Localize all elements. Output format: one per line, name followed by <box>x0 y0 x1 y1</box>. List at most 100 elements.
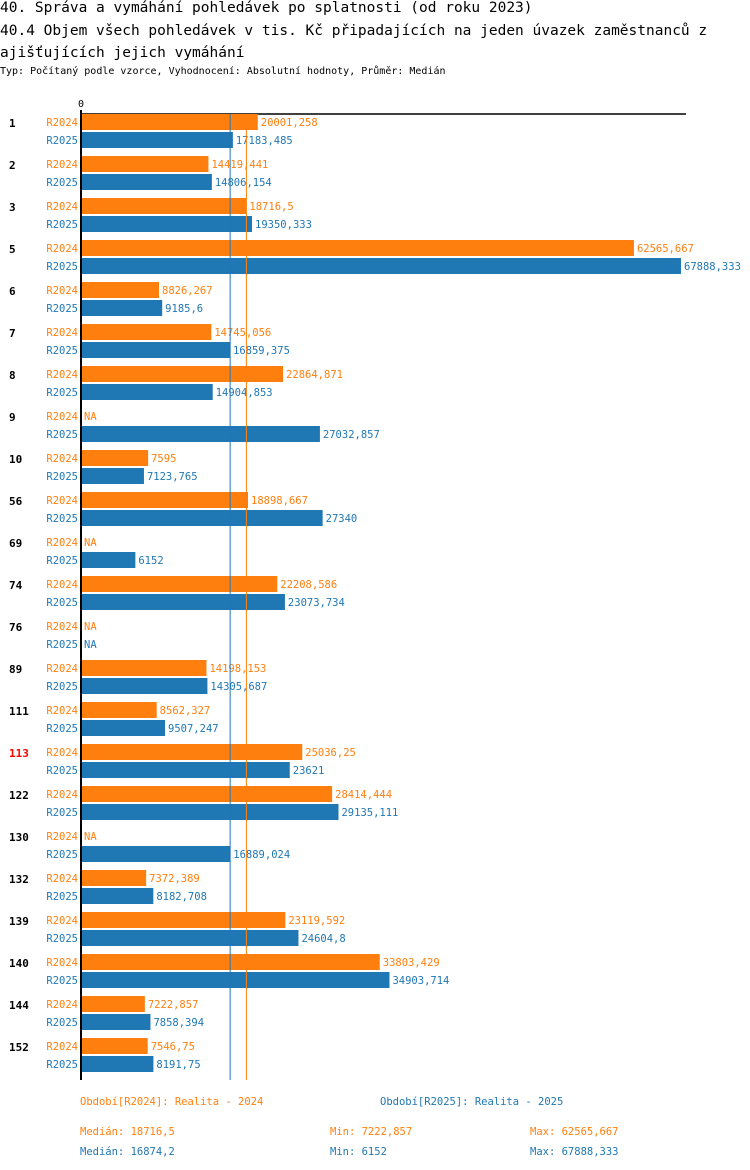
legend-R2024: Období[R2024]: Realita - 2024 <box>80 1096 264 1108</box>
bar-R2025 <box>81 300 163 316</box>
series-label: R2024 <box>46 243 78 255</box>
bar-R2025 <box>81 804 339 820</box>
series-label: R2025 <box>46 429 78 441</box>
category-label: 1 <box>9 117 16 130</box>
bar-R2024 <box>81 156 209 172</box>
category-label: 5 <box>9 243 16 256</box>
bar-R2025 <box>81 972 390 988</box>
bar-R2025 <box>81 510 323 526</box>
data-label: 8191,75 <box>156 1059 200 1071</box>
bar-R2024 <box>81 702 157 718</box>
series-label: R2024 <box>46 705 78 717</box>
bar-R2024 <box>81 744 303 760</box>
data-label: 62565,667 <box>637 243 694 255</box>
series-label: R2024 <box>46 621 78 633</box>
series-label: R2024 <box>46 1041 78 1053</box>
stat-max-R2025: Max: 67888,333 <box>530 1146 619 1158</box>
data-label: 25036,25 <box>305 747 356 759</box>
series-label: R2025 <box>46 1059 78 1071</box>
bar-R2024 <box>81 492 249 508</box>
bar-R2024 <box>81 1038 148 1054</box>
bar-R2024 <box>81 198 247 214</box>
stat-median-R2025: Medián: 16874,2 <box>80 1146 175 1158</box>
stat-min-R2024: Min: 7222,857 <box>330 1126 413 1138</box>
data-label: 22864,871 <box>286 369 343 381</box>
bar-R2025 <box>81 846 231 862</box>
series-label: R2024 <box>46 411 78 423</box>
category-label: 113 <box>9 747 29 760</box>
series-label: R2024 <box>46 495 78 507</box>
category-label: 6 <box>9 285 16 298</box>
bar-R2025 <box>81 426 320 442</box>
data-label: 8182,708 <box>156 891 207 903</box>
category-label: 69 <box>9 537 22 550</box>
data-label: 14305,687 <box>210 681 267 693</box>
series-label: R2024 <box>46 789 78 801</box>
series-label: R2025 <box>46 471 78 483</box>
series-label: R2024 <box>46 915 78 927</box>
series-label: R2025 <box>46 765 78 777</box>
data-label: 33803,429 <box>383 957 440 969</box>
data-label: 14806,154 <box>215 177 272 189</box>
series-label: R2024 <box>46 285 78 297</box>
category-label: 152 <box>9 1041 29 1054</box>
series-label: R2025 <box>46 219 78 231</box>
series-label: R2024 <box>46 369 78 381</box>
stat-max-R2024: Max: 62565,667 <box>530 1126 619 1138</box>
bar-R2025 <box>81 762 290 778</box>
data-label: 23073,734 <box>288 597 345 609</box>
data-label: 9185,6 <box>165 303 203 315</box>
data-label: 6152 <box>138 555 163 567</box>
series-label: R2025 <box>46 933 78 945</box>
bar-R2025 <box>81 1056 154 1072</box>
series-label: R2025 <box>46 387 78 399</box>
bar-R2024 <box>81 114 258 130</box>
data-label: 29135,111 <box>341 807 398 819</box>
category-label: 130 <box>9 831 29 844</box>
bar-R2025 <box>81 720 166 736</box>
series-label: R2024 <box>46 747 78 759</box>
bar-R2025 <box>81 258 681 274</box>
category-label: 89 <box>9 663 22 676</box>
chart-title: 40.4 Objem všech pohledávek v tis. Kč př… <box>0 23 708 61</box>
data-label: 27340 <box>326 513 358 525</box>
data-label: 14745,056 <box>214 327 271 339</box>
bar-R2025 <box>81 552 136 568</box>
data-label: 7123,765 <box>147 471 198 483</box>
series-label: R2025 <box>46 177 78 189</box>
series-label: R2025 <box>46 597 78 609</box>
series-label: R2025 <box>46 849 78 861</box>
bar-R2024 <box>81 450 149 466</box>
category-label: 139 <box>9 915 29 928</box>
data-label: 23621 <box>293 765 325 777</box>
legend-R2025: Období[R2025]: Realita - 2025 <box>380 1096 564 1108</box>
data-label: 14419,441 <box>211 159 268 171</box>
series-label: R2025 <box>46 891 78 903</box>
category-label: 140 <box>9 957 29 970</box>
data-label: 7372,389 <box>149 873 200 885</box>
data-label: 8826,267 <box>162 285 213 297</box>
chart-meta: Typ: Počítaný podle vzorce, Vyhodnocení:… <box>0 66 446 77</box>
series-label: R2025 <box>46 135 78 147</box>
bar-R2025 <box>81 594 285 610</box>
series-label: R2025 <box>46 345 78 357</box>
category-label: 56 <box>9 495 23 508</box>
series-label: R2024 <box>46 453 78 465</box>
category-label: 7 <box>9 327 16 340</box>
series-label: R2024 <box>46 579 78 591</box>
category-label: 3 <box>9 201 16 214</box>
bar-R2025 <box>81 216 253 232</box>
series-label: R2025 <box>46 513 78 525</box>
category-label: 132 <box>9 873 29 886</box>
data-label: 24604,8 <box>301 933 345 945</box>
stat-median-R2024: Medián: 18716,5 <box>80 1126 175 1138</box>
series-label: R2024 <box>46 831 78 843</box>
data-label: 19350,333 <box>255 219 312 231</box>
bar-R2025 <box>81 930 299 946</box>
data-label: 14904,853 <box>216 387 273 399</box>
x-tick-label: 0 <box>78 99 84 110</box>
data-label-na: NA <box>84 639 97 651</box>
category-label: 111 <box>9 705 29 718</box>
data-label: 17183,485 <box>236 135 293 147</box>
data-label: 18898,667 <box>251 495 308 507</box>
